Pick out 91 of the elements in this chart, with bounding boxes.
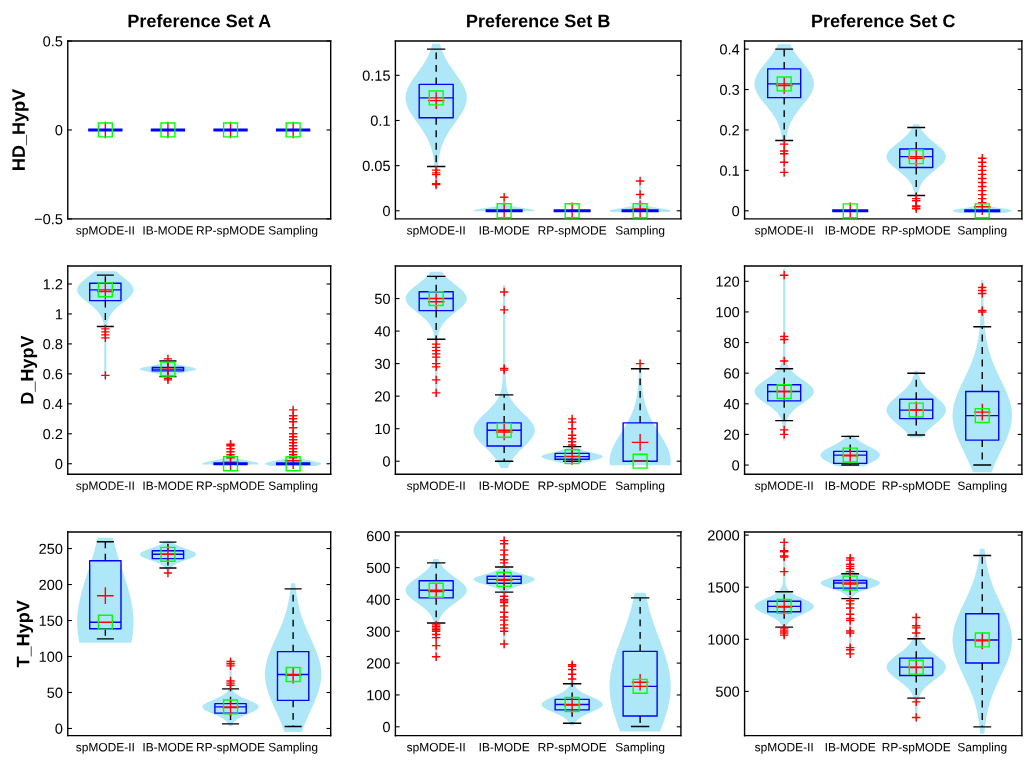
chart-title: Preference Set A — [128, 14, 271, 28]
y-tick-label: 500 — [715, 686, 740, 697]
x-tick-label: RP-spMODE — [538, 226, 607, 237]
x-tick-label: Sampling — [268, 742, 318, 754]
x-tick-label: IB-MODE — [479, 742, 530, 752]
x-tick-label: spMODE-II — [754, 481, 813, 493]
chart-title: Preference Set B — [467, 14, 610, 28]
y-tick-label: 0 — [382, 721, 390, 733]
y-tick-label: 50 — [374, 293, 390, 304]
y-tick-label: 30 — [374, 358, 390, 370]
y-tick-label: 100 — [716, 307, 740, 318]
y-tick-label: 20 — [724, 429, 740, 440]
x-tick-label: RP-spMODE — [882, 481, 951, 493]
y-tick-label: 0.4 — [720, 44, 740, 55]
y-tick-label: 0 — [382, 205, 390, 217]
y-tick-label: 200 — [39, 579, 63, 590]
x-tick-label: RP-spMODE — [197, 226, 265, 237]
x-tick-label: RP-spMODE — [197, 742, 265, 754]
x-tick-label: spMODE-II — [76, 742, 134, 754]
x-tick-label: IB-MODE — [825, 481, 876, 490]
y-tick-label: 120 — [716, 276, 740, 287]
y-tick-label: 80 — [724, 337, 740, 348]
y-tick-label: 0 — [55, 723, 63, 734]
x-tick-label: RP-spMODE — [197, 481, 265, 493]
y-tick-label: 100 — [367, 690, 390, 701]
x-tick-label: Sampling — [615, 742, 665, 754]
x-tick-label: spMODE-II — [754, 226, 813, 237]
y-axis-title: T_HypV — [16, 600, 34, 668]
y-tick-label: 0 — [382, 456, 390, 467]
y-tick-label: 0 — [732, 205, 740, 217]
y-tick-label: 1500 — [708, 582, 740, 593]
y-tick-label: 1 — [55, 309, 63, 320]
y-tick-label: 150 — [39, 615, 63, 626]
y-tick-label: 200 — [366, 658, 390, 669]
x-tick-label: Sampling — [615, 481, 665, 493]
y-tick-label: 0.05 — [362, 160, 390, 172]
x-tick-label: Sampling — [615, 225, 665, 237]
y-tick-label: 0.1 — [370, 115, 390, 126]
x-tick-label: IB-MODE — [479, 226, 530, 235]
x-tick-label: IB-MODE — [825, 226, 876, 235]
y-tick-label: −0.5 — [34, 213, 63, 225]
x-tick-label: spMODE-II — [76, 226, 134, 237]
x-tick-label: IB-MODE — [825, 742, 876, 752]
y-tick-label: 2000 — [708, 530, 740, 541]
y-tick-label: 100 — [39, 651, 63, 662]
y-tick-label: 0 — [55, 125, 63, 136]
y-tick-label: 300 — [366, 626, 390, 637]
y-tick-label: 1.2 — [43, 279, 63, 290]
y-tick-label: 0.2 — [43, 428, 63, 440]
x-tick-label: spMODE-II — [406, 742, 465, 754]
y-tick-label: 0.8 — [43, 339, 63, 350]
y-tick-label: 0.3 — [720, 84, 740, 95]
x-tick-label: RP-spMODE — [538, 481, 607, 493]
x-tick-label: RP-spMODE — [882, 226, 951, 237]
y-tick-label: 600 — [366, 530, 390, 542]
x-tick-label: Sampling — [957, 225, 1007, 237]
x-tick-label: Sampling — [957, 481, 1007, 493]
y-tick-label: 0.1 — [720, 165, 739, 176]
x-tick-label: IB-MODE — [143, 481, 193, 490]
x-tick-label: RP-spMODE — [538, 742, 607, 754]
y-tick-label: 0.6 — [43, 368, 63, 380]
y-axis-title: HD_HypV — [12, 88, 29, 170]
y-tick-label: 40 — [723, 398, 740, 410]
y-tick-label: 0 — [732, 460, 740, 471]
x-tick-label: RP-spMODE — [882, 742, 951, 754]
y-tick-label: 1000 — [708, 634, 740, 645]
x-tick-label: spMODE-II — [754, 742, 813, 754]
x-tick-label: IB-MODE — [143, 742, 193, 752]
y-tick-label: 60 — [724, 368, 740, 379]
chart-title: Preference Set C — [812, 14, 955, 28]
y-axis-title: D_HypV — [20, 335, 38, 404]
x-tick-label: Sampling — [957, 742, 1007, 754]
y-tick-label: 0.15 — [362, 70, 390, 81]
x-tick-label: Sampling — [268, 225, 318, 237]
y-tick-label: 40 — [374, 326, 390, 337]
y-tick-label: 400 — [366, 594, 390, 605]
y-tick-label: 0.2 — [720, 125, 739, 136]
y-tick-label: 0 — [55, 458, 63, 470]
y-tick-label: 250 — [39, 543, 63, 554]
y-tick-label: 500 — [366, 562, 390, 574]
x-tick-label: IB-MODE — [143, 226, 193, 235]
y-tick-label: 10 — [375, 423, 390, 435]
y-tick-label: 0.5 — [43, 36, 63, 47]
x-tick-label: Sampling — [268, 481, 318, 493]
y-tick-label: 20 — [375, 391, 390, 402]
x-tick-label: spMODE-II — [406, 481, 465, 493]
x-tick-label: spMODE-II — [406, 226, 465, 237]
x-tick-label: spMODE-II — [76, 481, 134, 493]
y-tick-label: 0.4 — [43, 398, 63, 410]
y-tick-label: 50 — [47, 687, 63, 698]
x-tick-label: IB-MODE — [479, 481, 530, 490]
